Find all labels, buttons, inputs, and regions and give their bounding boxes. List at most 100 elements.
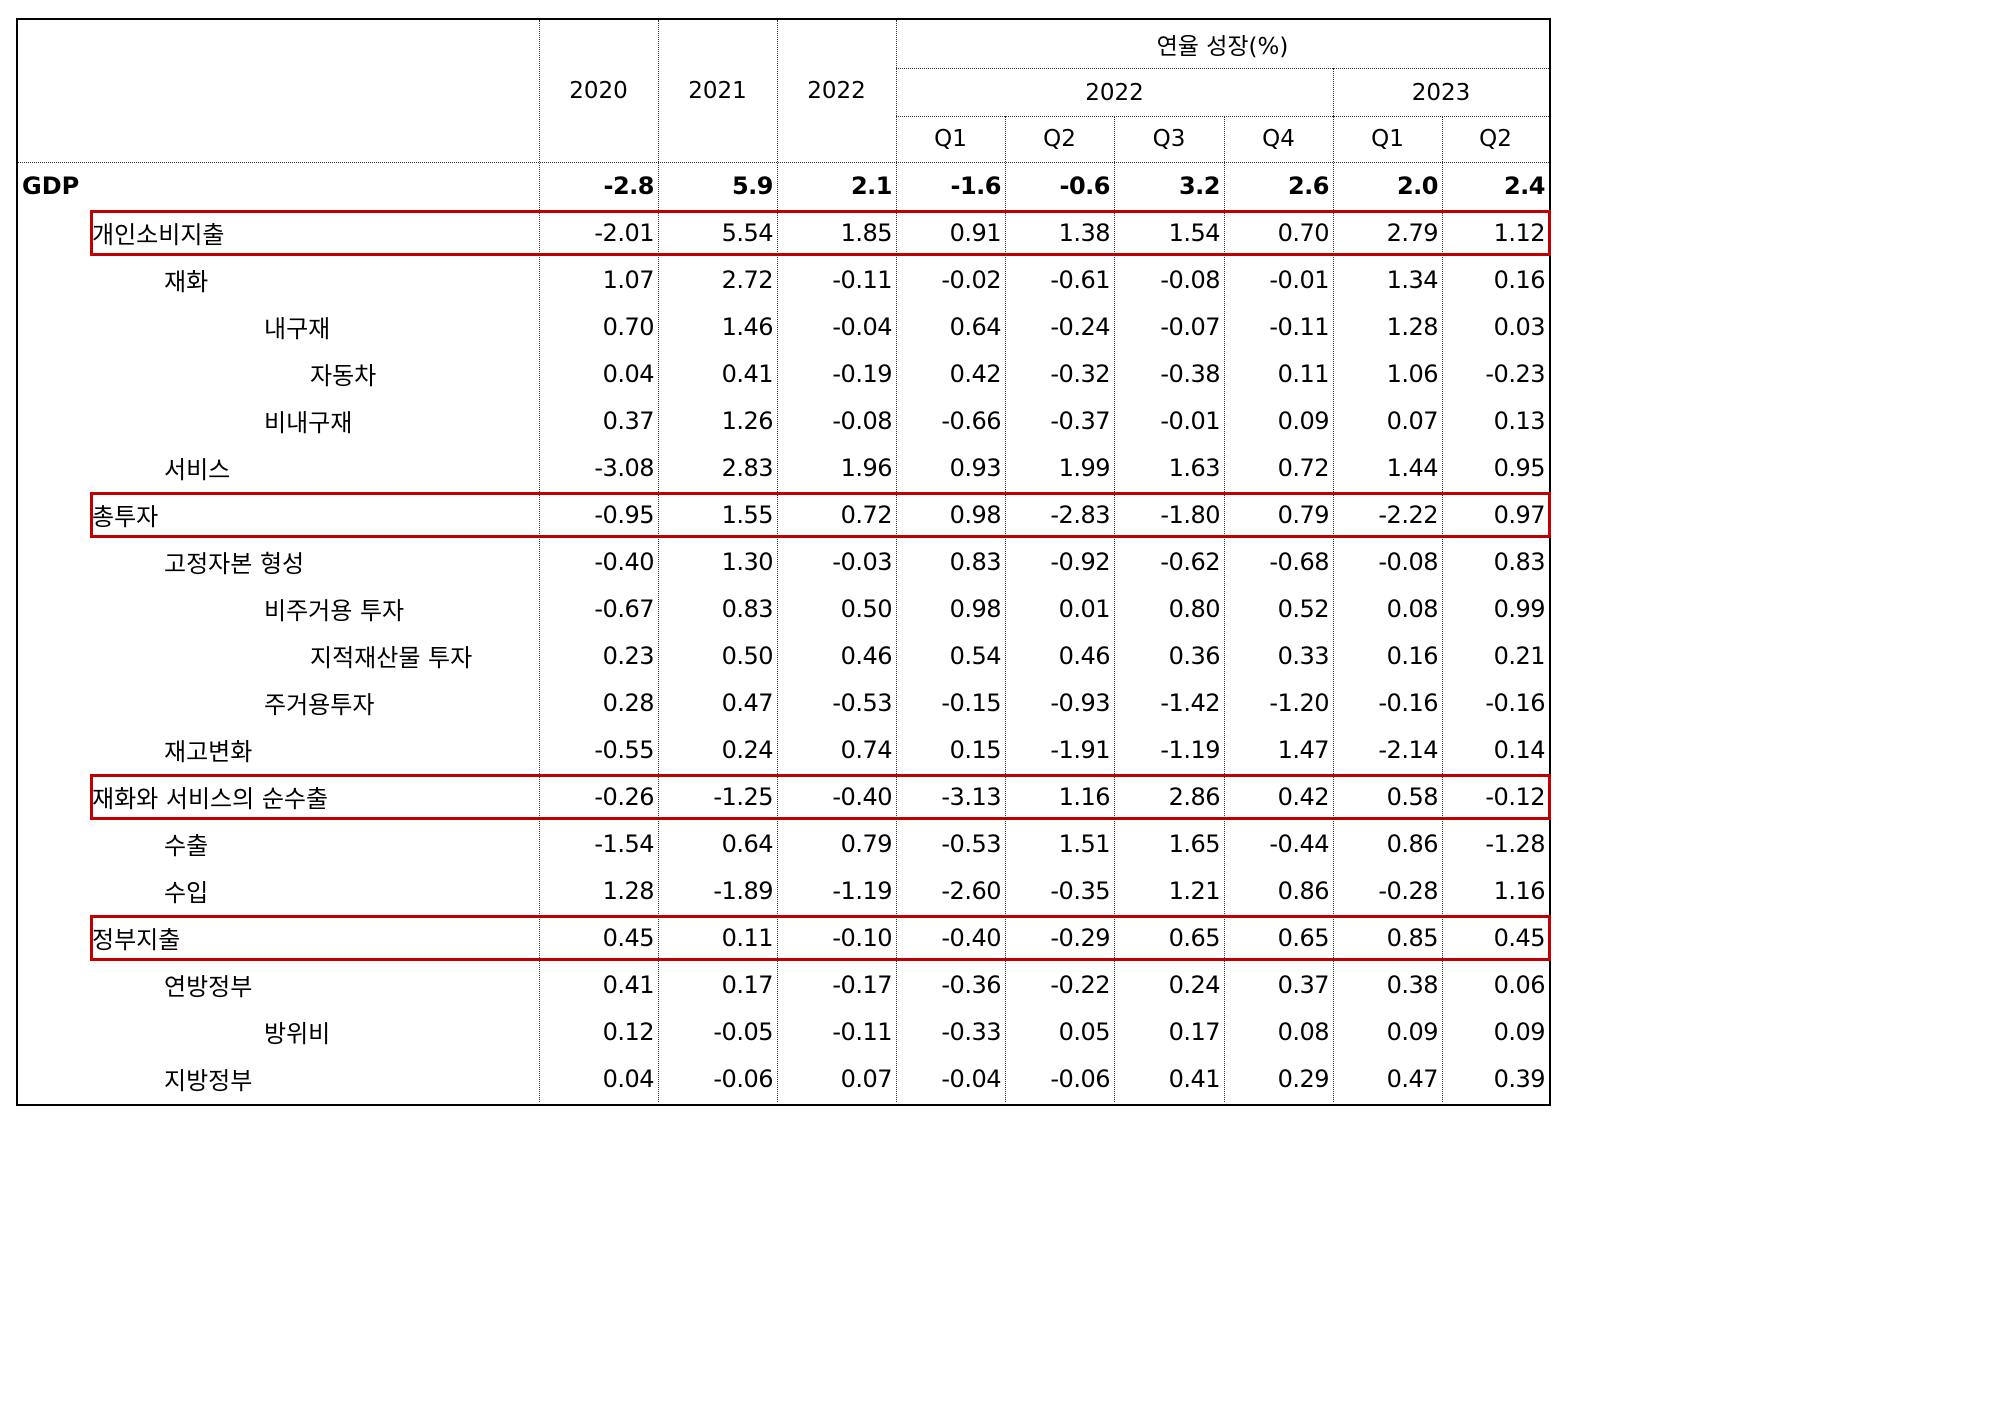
row-value: -0.01	[1160, 406, 1220, 435]
row-value: 1.54	[1168, 218, 1221, 247]
column-divider	[777, 20, 778, 1102]
row-value: -1.20	[1269, 688, 1329, 717]
row-value: 0.50	[840, 594, 893, 623]
row-value: 0.52	[1277, 594, 1330, 623]
row-value: 0.65	[1277, 923, 1330, 952]
row-value: 0.93	[949, 453, 1002, 482]
row-value: -3.13	[941, 782, 1001, 811]
row-value: -0.93	[1050, 688, 1110, 717]
row-value: 0.72	[1277, 453, 1330, 482]
row-value: -0.23	[1485, 359, 1545, 388]
row-value: 0.17	[1168, 1017, 1221, 1046]
table-row: 내구재 0.70 1.46 -0.04 0.64 -0.24 -0.07 -0.11 1.28 0…	[18, 303, 1549, 350]
quarter-header: Q1	[1371, 126, 1404, 152]
row-value: -0.44	[1269, 829, 1329, 858]
gdp-table-frame: 연율 성장(%) 2020 2021 2022 2022 2023 Q1 Q2 Q3 Q4 Q1 Q2…	[16, 18, 1551, 1106]
table-row: GDP -2.8 5.9 2.1 -1.6 -0.6 3.2 2.6 2.0 2.4	[18, 162, 1549, 209]
row-value: 1.07	[602, 265, 655, 294]
row-value: -2.60	[941, 876, 1001, 905]
row-value: 0.16	[1493, 265, 1546, 294]
table-row: 재화 1.07 2.72 -0.11 -0.02 -0.61 -0.08 -0.01 1.34 0…	[18, 256, 1549, 303]
row-value: -0.92	[1050, 547, 1110, 576]
row-value: 1.26	[721, 406, 774, 435]
row-value: 1.55	[721, 500, 774, 529]
row-value: 2.72	[721, 265, 774, 294]
row-value: 1.12	[1493, 218, 1546, 247]
row-value: -1.19	[832, 876, 892, 905]
row-value: -0.37	[1050, 406, 1110, 435]
row-value: 0.80	[1168, 594, 1221, 623]
row-label: 지방정부	[164, 1067, 253, 1095]
row-value: 0.98	[949, 500, 1002, 529]
row-label: 재화	[164, 268, 209, 296]
row-label: 방위비	[264, 1020, 331, 1048]
row-value: 0.70	[602, 312, 655, 341]
row-value: 0.41	[721, 359, 774, 388]
column-divider	[1224, 116, 1225, 1102]
table-row: 수입 1.28 -1.89 -1.19 -2.60 -0.35 1.21 0.86 -0.28 1…	[18, 867, 1549, 914]
row-value: 0.83	[1493, 547, 1546, 576]
row-value: -2.8	[603, 171, 655, 200]
row-value: -0.06	[1050, 1064, 1110, 1093]
row-value: -0.10	[832, 923, 892, 952]
row-label: 개인소비지출	[92, 221, 225, 249]
row-value: 0.28	[602, 688, 655, 717]
row-label: 서비스	[164, 456, 231, 484]
row-value: 0.09	[1493, 1017, 1546, 1046]
row-value: 0.37	[1277, 970, 1330, 999]
row-value: 0.11	[1277, 359, 1330, 388]
row-value: 0.39	[1493, 1064, 1546, 1093]
row-value: 2.1	[850, 171, 893, 200]
row-value: -2.01	[594, 218, 654, 247]
row-value: 1.34	[1386, 265, 1439, 294]
table-row: 비내구재 0.37 1.26 -0.08 -0.66 -0.37 -0.01 0.09 0.07…	[18, 397, 1549, 444]
row-value: -0.95	[594, 500, 654, 529]
column-divider	[658, 20, 659, 1102]
row-value: -0.33	[941, 1017, 1001, 1046]
row-value: 0.04	[602, 1064, 655, 1093]
row-value: 2.83	[721, 453, 774, 482]
row-value: 0.50	[721, 641, 774, 670]
row-value: -0.08	[1160, 265, 1220, 294]
row-value: -1.25	[713, 782, 773, 811]
row-value: 0.16	[1386, 641, 1439, 670]
row-value: 1.46	[721, 312, 774, 341]
row-value: 0.95	[1493, 453, 1546, 482]
table-row: 자동차 0.04 0.41 -0.19 0.42 -0.32 -0.38 0.11 1.06 -0…	[18, 350, 1549, 397]
row-label: 총투자	[92, 503, 159, 531]
row-value: -0.40	[832, 782, 892, 811]
header-divider	[896, 68, 1549, 69]
row-value: 1.51	[1058, 829, 1111, 858]
row-value: 0.99	[1493, 594, 1546, 623]
quarter-header: Q4	[1262, 126, 1295, 152]
row-label: GDP	[22, 171, 80, 200]
table-row: 재화와 서비스의 순수출 -0.26 -1.25 -0.40 -3.13 1.16 2.86…	[18, 773, 1551, 820]
row-value: 0.38	[1386, 970, 1439, 999]
row-label: 고정자본 형성	[164, 550, 305, 578]
row-value: 0.36	[1168, 641, 1221, 670]
row-value: 0.12	[602, 1017, 655, 1046]
row-label: 주거용투자	[264, 691, 375, 719]
row-value: -1.89	[713, 876, 773, 905]
row-value: 0.23	[602, 641, 655, 670]
row-value: 0.08	[1386, 594, 1439, 623]
row-value: -1.91	[1050, 735, 1110, 764]
row-value: 0.58	[1386, 782, 1439, 811]
row-value: -0.32	[1050, 359, 1110, 388]
row-value: -0.67	[594, 594, 654, 623]
row-value: -0.40	[941, 923, 1001, 952]
row-value: 0.91	[949, 218, 1002, 247]
row-value: 0.47	[1386, 1064, 1439, 1093]
column-divider	[539, 20, 540, 1102]
row-value: 0.05	[1058, 1017, 1111, 1046]
row-value: 0.42	[1277, 782, 1330, 811]
row-value: 5.9	[731, 171, 774, 200]
row-value: -0.04	[941, 1064, 1001, 1093]
row-value: 0.07	[1386, 406, 1439, 435]
row-value: 0.46	[1058, 641, 1111, 670]
row-value: 1.85	[840, 218, 893, 247]
row-label: 연방정부	[164, 973, 253, 1001]
annual-year-header: 2020	[569, 78, 628, 104]
row-value: -0.04	[832, 312, 892, 341]
row-value: 1.16	[1493, 876, 1546, 905]
